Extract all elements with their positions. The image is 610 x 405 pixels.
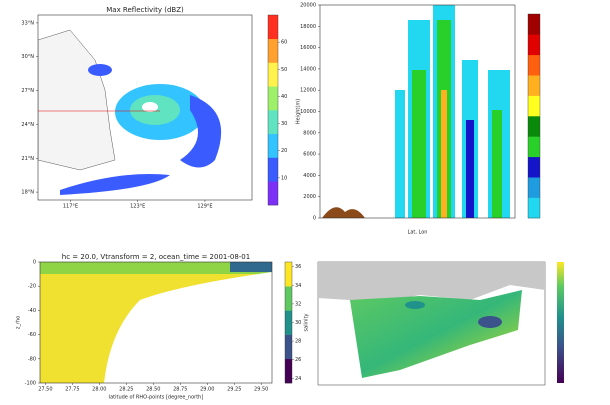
colorbar-tick-label: 24 [295,376,301,382]
colorbar-swatch [268,15,278,40]
colorbar-label: salinity [304,314,310,332]
colorbar-tick-label: 30 [295,320,301,326]
colorbar-tick-label: 26 [295,357,301,363]
y-tick-label: 18000 [300,24,316,30]
y-tick-label: 14000 [300,66,316,72]
x-tick-label: 28.00 [92,387,106,393]
y-tick-label: 18°N [21,190,34,196]
colorbar-tick-label: 60 [281,40,287,46]
x-tick-label: 29.50 [254,387,268,393]
y-tick-label: -40 [28,308,36,314]
colorbar-swatch [528,156,540,178]
salinity-field [40,262,272,383]
y-tick-label: 0 [313,216,316,222]
y-tick-label: -100 [25,381,36,387]
x-tick-label: 28.75 [173,387,187,393]
x-tick-label: 28.50 [146,387,160,393]
x-tick-label: 29.25 [227,387,241,393]
x-tick-label: 28.25 [119,387,133,393]
colorbar-tick-label: 50 [281,67,287,73]
colorbar-tick-label: 10 [281,175,287,181]
chart-title: Max Reflectivity (dBZ) [106,6,184,14]
colorbar-swatch [528,75,540,96]
colorbar-swatch [285,310,292,335]
x-tick-label: 27.75 [65,387,79,393]
x-tick-label: 129°E [197,204,212,210]
y-tick-label: 12000 [300,88,316,94]
colorbar-tick-label: 28 [295,339,301,345]
y-tick-label: 2000 [303,194,316,200]
colorbar-frame [267,14,279,206]
map-panel [317,261,564,386]
y-tick-label: 10000 [300,109,316,115]
y-tick-label: -60 [28,332,36,338]
colorbar-swatch [268,62,278,87]
cross-section [322,5,510,218]
y-tick-label: 33°N [21,20,34,26]
y-tick-label: 20000 [300,3,316,9]
chart-title: hc = 20.0, Vtransform = 2, ocean_time = … [62,253,250,261]
colorbar-swatch [528,177,540,198]
colorbar-tick-label: 40 [281,94,287,100]
x-axis-label: latitude of RHO-points [degree_north] [109,395,204,401]
y-tick-label: 8000 [303,130,316,136]
colorbar-swatch [528,54,540,76]
y-tick-label: 27°N [21,88,34,94]
colorbar-tick-label: 34 [295,283,301,289]
colorbar-swatch [528,197,540,219]
colorbar-tick-label: 20 [281,148,287,154]
colorbar-swatch [528,95,540,117]
x-axis-label: Lat, Lon [408,230,428,236]
colorbar-swatch [528,136,540,158]
colorbar-swatch [268,110,278,135]
y-tick-label: 16000 [300,45,316,51]
y-tick-label: 0 [33,260,36,266]
y-tick-label: -80 [28,356,36,362]
y-tick-label: 4000 [303,173,316,179]
colorbar-swatch [285,286,292,311]
colorbar-tick-label: 32 [295,301,301,307]
y-tick-label: 6000 [303,152,316,158]
y-axis-label: z_rho [16,316,22,329]
plot-frame [37,14,253,201]
colorbar-swatch [285,262,292,287]
y-tick-label: 24°N [21,122,34,128]
radar-field [38,29,222,195]
colorbar-swatch [528,34,540,56]
colorbar-frame [527,13,541,219]
colorbar-swatch [285,334,292,360]
colorbar-tick-label: 36 [295,264,301,270]
colorbar-swatch [285,358,292,384]
colorbar-swatch [268,181,278,206]
colorbar-swatch [528,14,540,35]
x-tick-label: 29.00 [200,387,214,393]
y-tick-label: 30°N [21,54,34,60]
x-tick-label: 117°E [63,204,78,210]
colorbar-swatch [268,38,278,63]
colorbar-swatch [268,157,278,182]
y-tick-label: -20 [28,284,36,290]
colorbar-swatch [528,116,540,137]
colorbar-swatch [268,133,278,158]
x-tick-label: 123°E [130,204,145,210]
plot-frame [39,261,273,384]
colorbar-tick-label: 30 [281,121,287,127]
y-axis-label: Height(m) [296,99,302,124]
y-tick-label: 21°N [21,156,34,162]
colorbar-swatch [268,86,278,111]
x-tick-label: 27.50 [38,387,52,393]
